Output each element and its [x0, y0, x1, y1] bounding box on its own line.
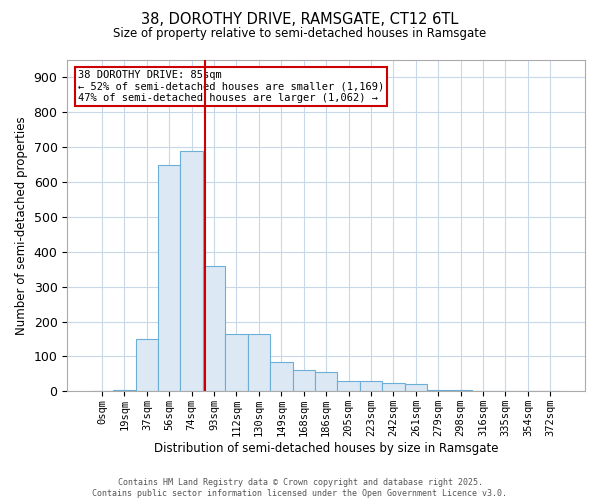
Bar	[382, 382, 404, 392]
Bar	[91, 390, 113, 392]
Bar	[449, 390, 472, 392]
Bar	[293, 370, 315, 392]
Bar	[315, 372, 337, 392]
Bar	[337, 381, 360, 392]
Bar	[181, 150, 203, 392]
Bar	[136, 339, 158, 392]
Text: 38, DOROTHY DRIVE, RAMSGATE, CT12 6TL: 38, DOROTHY DRIVE, RAMSGATE, CT12 6TL	[142, 12, 458, 28]
Bar	[427, 390, 449, 392]
Y-axis label: Number of semi-detached properties: Number of semi-detached properties	[15, 116, 28, 335]
Bar	[158, 166, 181, 392]
Bar	[270, 362, 293, 392]
Text: Size of property relative to semi-detached houses in Ramsgate: Size of property relative to semi-detach…	[113, 28, 487, 40]
Bar	[360, 381, 382, 392]
Bar	[203, 266, 225, 392]
Text: Contains HM Land Registry data © Crown copyright and database right 2025.
Contai: Contains HM Land Registry data © Crown c…	[92, 478, 508, 498]
Bar	[248, 334, 270, 392]
Bar	[472, 390, 494, 392]
Bar	[404, 384, 427, 392]
X-axis label: Distribution of semi-detached houses by size in Ramsgate: Distribution of semi-detached houses by …	[154, 442, 499, 455]
Text: 38 DOROTHY DRIVE: 85sqm
← 52% of semi-detached houses are smaller (1,169)
47% of: 38 DOROTHY DRIVE: 85sqm ← 52% of semi-de…	[77, 70, 384, 103]
Bar	[113, 390, 136, 392]
Bar	[225, 334, 248, 392]
